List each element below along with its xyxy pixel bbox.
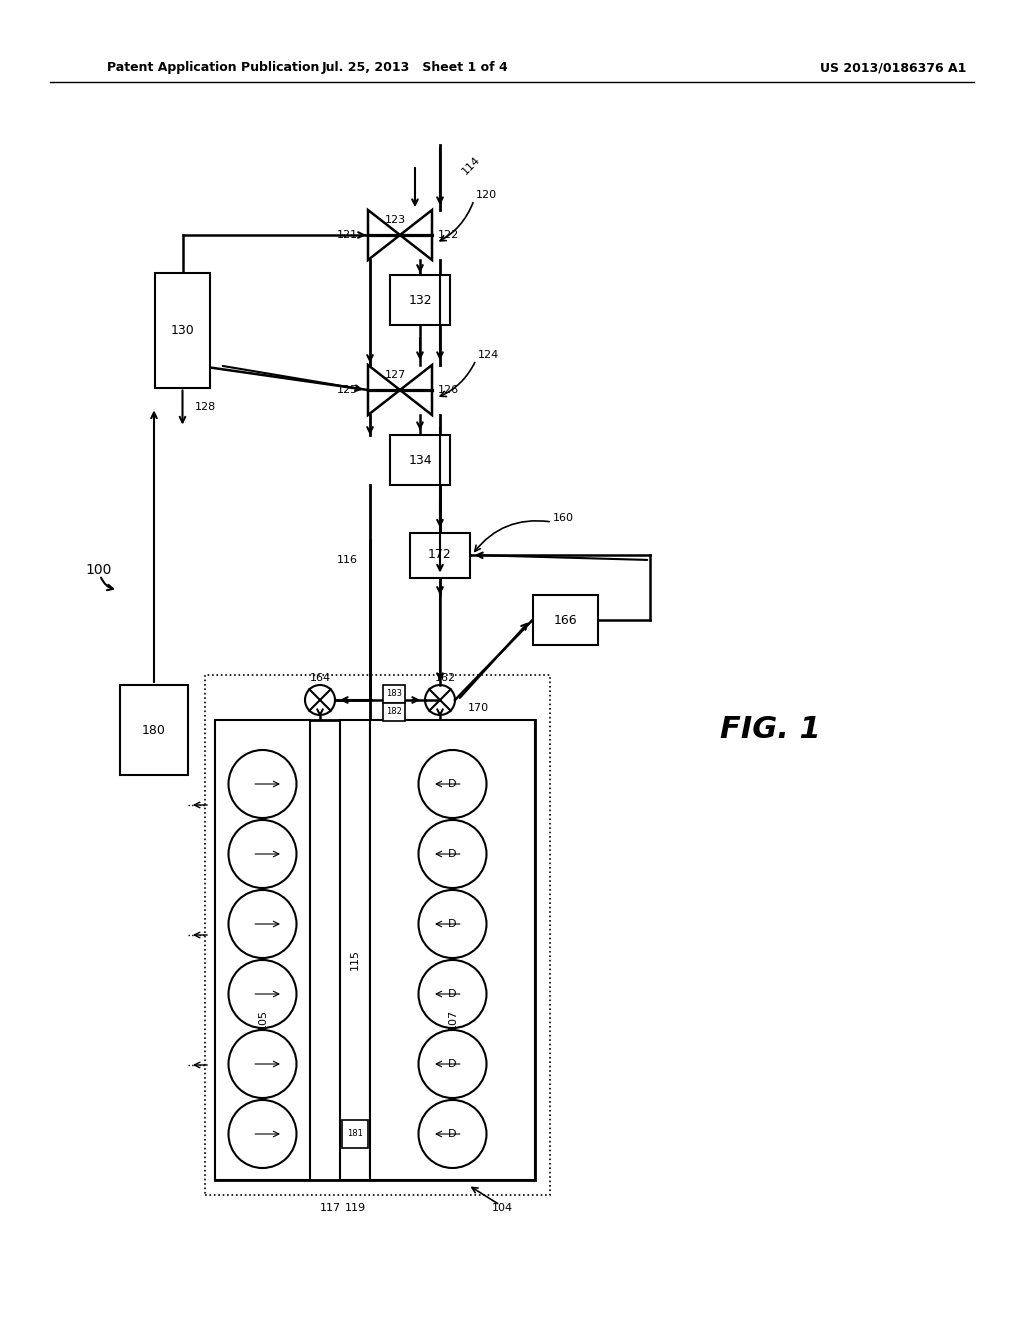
- Bar: [340, 719, 370, 1180]
- Text: 104: 104: [492, 1203, 513, 1213]
- Text: 115: 115: [350, 949, 360, 970]
- Text: 128: 128: [195, 403, 216, 412]
- Text: 105: 105: [257, 1008, 267, 1030]
- Bar: [215, 719, 535, 1180]
- Text: D: D: [449, 919, 457, 929]
- Text: 125: 125: [337, 385, 358, 395]
- Text: 116: 116: [337, 554, 358, 565]
- Bar: [390, 436, 450, 484]
- Text: Patent Application Publication: Patent Application Publication: [106, 62, 319, 74]
- Text: 119: 119: [344, 1203, 366, 1213]
- Text: 170: 170: [468, 704, 489, 713]
- Text: FIG. 1: FIG. 1: [720, 715, 820, 744]
- Text: D: D: [449, 1059, 457, 1069]
- Text: 121: 121: [337, 230, 358, 240]
- Bar: [383, 685, 406, 704]
- Text: 134: 134: [409, 454, 432, 466]
- Text: 122: 122: [438, 230, 459, 240]
- Bar: [215, 719, 310, 1180]
- Text: 160: 160: [553, 513, 574, 523]
- Bar: [155, 272, 210, 388]
- Text: 117: 117: [319, 1203, 341, 1213]
- Text: US 2013/0186376 A1: US 2013/0186376 A1: [820, 62, 967, 74]
- Text: 120: 120: [476, 190, 497, 201]
- Text: 164: 164: [309, 673, 331, 682]
- Bar: [390, 275, 450, 325]
- Text: 183: 183: [386, 689, 402, 698]
- Text: 162: 162: [434, 673, 456, 682]
- Text: D: D: [449, 989, 457, 999]
- Text: 114: 114: [460, 154, 482, 176]
- Text: 181: 181: [347, 1130, 362, 1138]
- Text: 123: 123: [384, 215, 406, 224]
- Bar: [370, 719, 535, 1180]
- Text: Jul. 25, 2013   Sheet 1 of 4: Jul. 25, 2013 Sheet 1 of 4: [322, 62, 508, 74]
- Text: 127: 127: [384, 370, 406, 380]
- Text: 172: 172: [428, 549, 452, 561]
- Text: 124: 124: [478, 350, 500, 360]
- Bar: [205, 675, 550, 1195]
- Text: 100: 100: [85, 564, 112, 577]
- Bar: [120, 685, 188, 775]
- Text: 130: 130: [171, 323, 195, 337]
- Text: D: D: [449, 1129, 457, 1139]
- Text: 126: 126: [438, 385, 459, 395]
- Bar: [532, 595, 597, 645]
- Text: D: D: [449, 779, 457, 789]
- Bar: [342, 1119, 368, 1148]
- Bar: [410, 532, 470, 578]
- Text: 132: 132: [409, 293, 432, 306]
- Text: 166: 166: [553, 614, 577, 627]
- Text: 182: 182: [386, 708, 402, 717]
- Bar: [383, 704, 406, 721]
- Text: D: D: [449, 849, 457, 859]
- Text: 180: 180: [142, 723, 166, 737]
- Text: 107: 107: [447, 1008, 458, 1030]
